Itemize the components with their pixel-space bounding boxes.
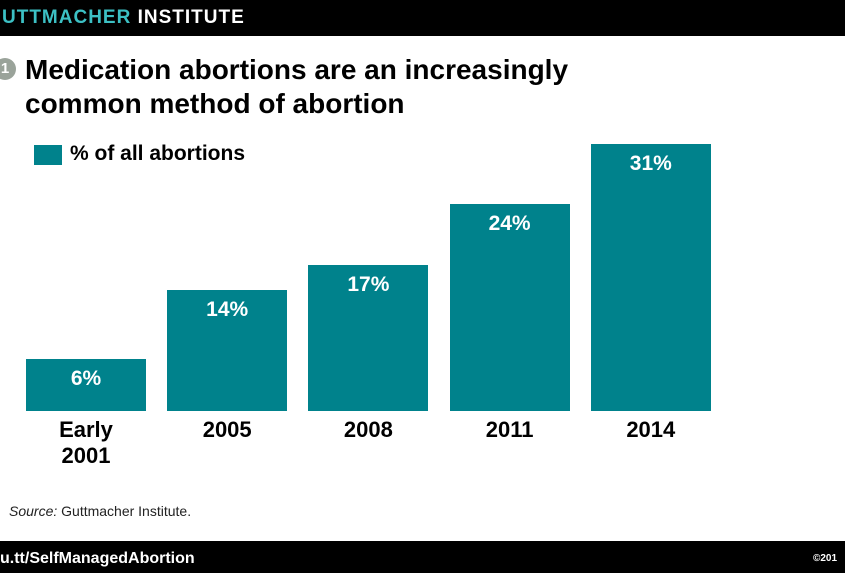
- figure-number: 1: [0, 58, 16, 80]
- bar: [308, 264, 429, 411]
- bar: [26, 359, 146, 411]
- legend-label: % of all abortions: [70, 142, 246, 165]
- bar: [449, 204, 570, 411]
- legend-swatch: [34, 145, 62, 165]
- footer-link: u.tt/SelfManagedAbortion: [0, 550, 195, 567]
- x-tick-label: 2008: [343, 417, 393, 442]
- x-tick-label: 2014: [626, 417, 676, 442]
- x-tick-label: 2005: [202, 417, 252, 442]
- copyright: ©201: [813, 553, 838, 564]
- footer-bar: [0, 541, 845, 573]
- bar: [167, 290, 288, 411]
- data-label: 17%: [347, 272, 390, 296]
- data-label: 24%: [488, 212, 531, 236]
- data-label: 31%: [629, 152, 672, 175]
- source-label: Source:: [9, 503, 58, 519]
- brand-rest: INSTITUTE: [137, 7, 245, 28]
- bar: [590, 144, 711, 411]
- brand: UTTMACHER INSTITUTE: [2, 7, 245, 29]
- source-text: Guttmacher Institute.: [61, 503, 192, 519]
- source: Source: Guttmacher Institute.: [9, 503, 191, 519]
- x-tick-label: Early 2001: [59, 417, 113, 468]
- chart-title: Medication abortions are an increasingly: [25, 54, 569, 85]
- chart-title: common method of abortion: [25, 88, 405, 119]
- data-label: 6%: [70, 367, 102, 391]
- brand-highlight: UTTMACHER: [2, 7, 132, 28]
- header-bar: [0, 0, 845, 36]
- x-tick-label: 2011: [485, 417, 534, 442]
- data-label: 14%: [206, 298, 249, 322]
